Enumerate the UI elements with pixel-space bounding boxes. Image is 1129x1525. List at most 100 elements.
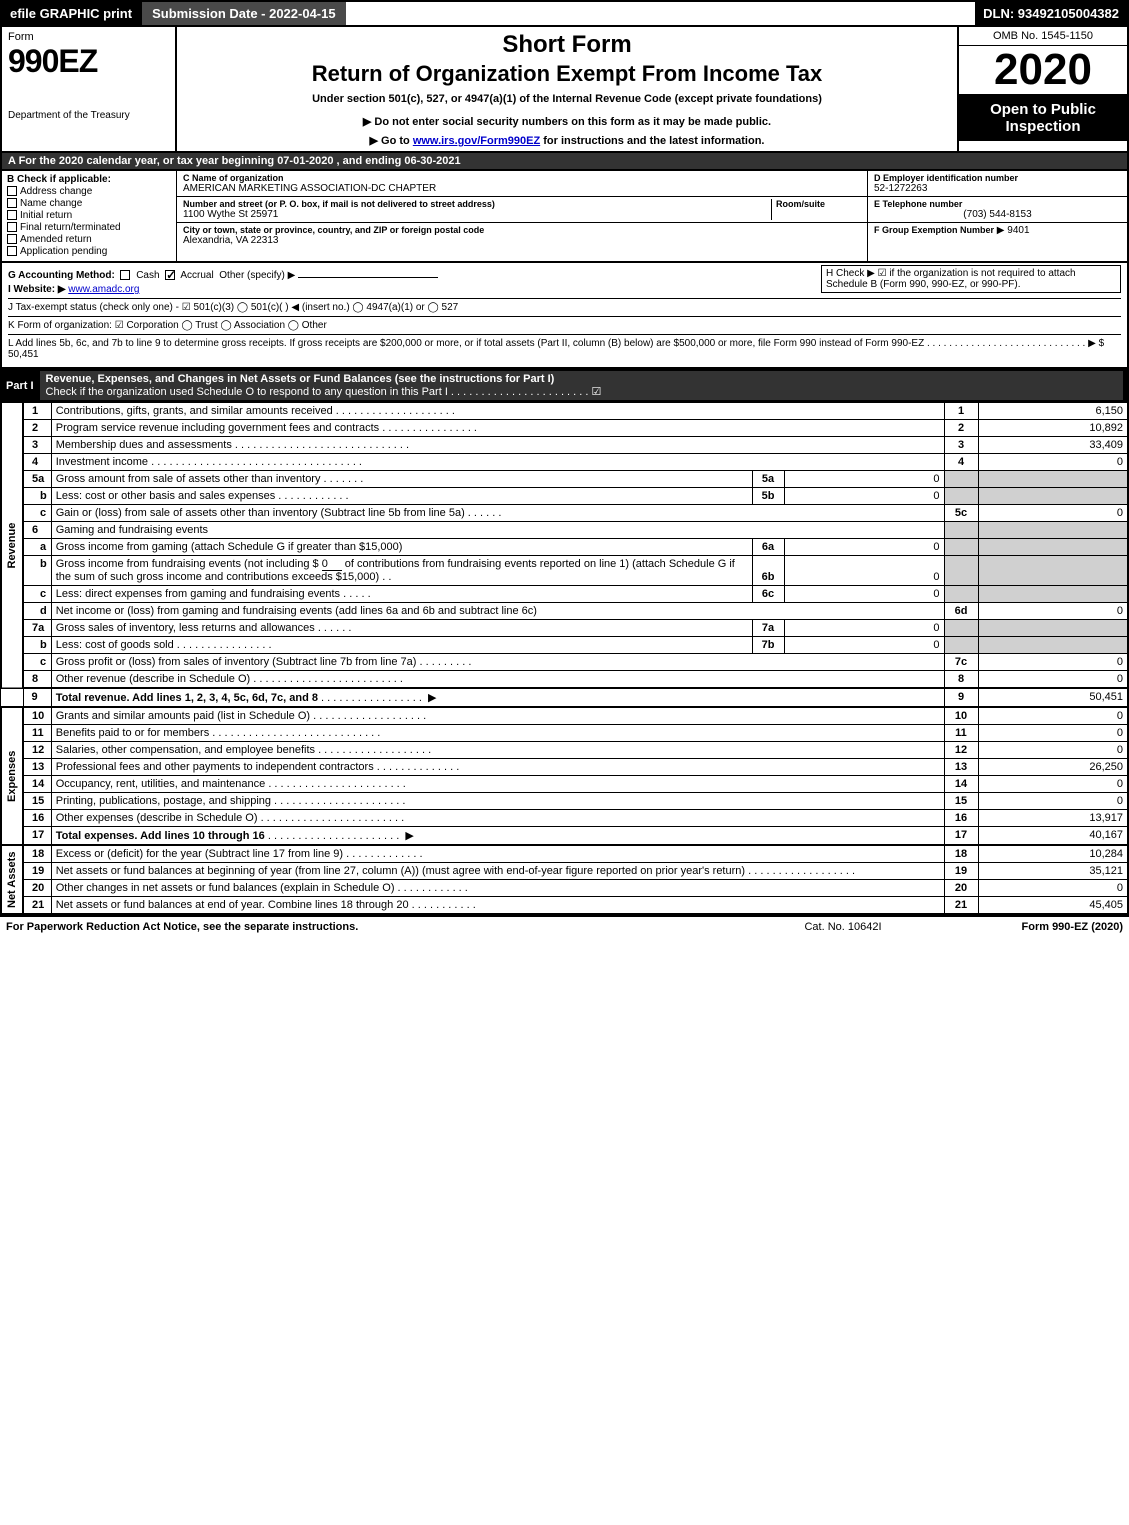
omb-number: OMB No. 1545-1150 [959,27,1127,46]
header-right: OMB No. 1545-1150 2020 Open to Public In… [957,27,1127,151]
line-18-rnum: 18 [944,845,978,863]
line-6d-rnum: 6d [944,603,978,620]
line-6b-rnum [944,556,978,586]
checkbox-final-return[interactable] [7,222,17,232]
box-b-title: B Check if applicable: [7,174,171,185]
org-info-block: B Check if applicable: Address change Na… [0,171,1129,263]
line-6a-desc: Gross income from gaming (attach Schedul… [56,541,403,553]
line-4-rnum: 4 [944,454,978,471]
line-j: J Tax-exempt status (check only one) - ☑… [8,298,1121,313]
line-19-desc: Net assets or fund balances at beginning… [56,865,745,877]
goto-link[interactable]: www.irs.gov/Form990EZ [413,135,540,147]
short-form-title: Short Form [183,31,951,59]
line-13-rnum: 13 [944,759,978,776]
netassets-side-label: Net Assets [1,845,23,914]
checkbox-cash[interactable] [120,270,130,280]
line-2-num: 2 [23,420,51,437]
box-h-text: H Check ▶ ☑ if the organization is not r… [826,268,1076,290]
line-7a-num: 7a [23,620,51,637]
line-21-rnum: 21 [944,897,978,915]
checkbox-application-pending[interactable] [7,246,17,256]
ein-label: D Employer identification number [874,173,1121,183]
line-6c-sub: 6c [752,586,784,603]
department-label: Department of the Treasury [8,110,169,121]
org-name: AMERICAN MARKETING ASSOCIATION-DC CHAPTE… [183,183,861,194]
form-word: Form [8,31,169,43]
line-17-num: 17 [23,827,51,846]
line-5c-num: c [23,505,51,522]
form-number: 990EZ [8,43,169,80]
line-15-num: 15 [23,793,51,810]
expenses-side-label: Expenses [1,707,23,845]
line-5a-rval [978,471,1128,488]
line-5b-num: b [23,488,51,505]
line-15-val: 0 [978,793,1128,810]
line-6c-rval [978,586,1128,603]
footer-right-pre: Form [1022,921,1053,933]
line-l: L Add lines 5b, 6c, and 7b to line 9 to … [8,334,1121,360]
line-8-desc: Other revenue (describe in Schedule O) [56,673,250,685]
line-17-desc: Total expenses. Add lines 10 through 16 [56,830,265,842]
block-g-through-l: H Check ▶ ☑ if the organization is not r… [0,263,1129,369]
line-6c-num: c [23,586,51,603]
line-19-rnum: 19 [944,863,978,880]
line-3-rnum: 3 [944,437,978,454]
line-18-desc: Excess or (deficit) for the year (Subtra… [56,848,343,860]
line-16-val: 13,917 [978,810,1128,827]
checkbox-initial-return[interactable] [7,210,17,220]
line-5a-sub: 5a [752,471,784,488]
l-text: L Add lines 5b, 6c, and 7b to line 9 to … [8,338,1104,349]
line-6-rval [978,522,1128,539]
line-6d-num: d [23,603,51,620]
line-20-num: 20 [23,880,51,897]
g-cash: Cash [136,270,159,281]
line-8-num: 8 [23,671,51,689]
line-6b-subval: 0 [784,556,944,586]
part-1-title: Revenue, Expenses, and Changes in Net As… [40,371,1123,400]
line-7a-subval: 0 [784,620,944,637]
label-amended-return: Amended return [20,234,92,245]
line-6b-num: b [23,556,51,586]
line-15-rnum: 15 [944,793,978,810]
checkbox-name-change[interactable] [7,198,17,208]
line-21-desc: Net assets or fund balances at end of ye… [56,899,409,911]
line-6-rnum [944,522,978,539]
box-h: H Check ▶ ☑ if the organization is not r… [821,265,1121,293]
line-6c-subval: 0 [784,586,944,603]
efile-label[interactable]: efile GRAPHIC print [2,2,140,25]
line-8-val: 0 [978,671,1128,689]
g-other-input[interactable] [298,277,438,278]
checkbox-address-change[interactable] [7,186,17,196]
line-7c-num: c [23,654,51,671]
checkbox-accrual[interactable] [165,270,175,280]
footer-right-bold: 990-EZ [1052,921,1088,933]
line-5a-desc: Gross amount from sale of assets other t… [56,473,321,485]
org-name-label: C Name of organization [183,173,861,183]
line-9-rnum: 9 [944,688,978,707]
line-6a-num: a [23,539,51,556]
checkbox-amended-return[interactable] [7,234,17,244]
box-b: B Check if applicable: Address change Na… [2,171,177,261]
line-7b-desc: Less: cost of goods sold [56,639,174,651]
line-6b-sub: 6b [752,556,784,586]
line-5a-subval: 0 [784,471,944,488]
line-5b-sub: 5b [752,488,784,505]
footer-right-post: (2020) [1088,921,1123,933]
topbar-spacer [346,2,976,25]
l-value: 50,451 [8,349,39,360]
website-link[interactable]: www.amadc.org [68,284,139,295]
line-3-val: 33,409 [978,437,1128,454]
line-2-val: 10,892 [978,420,1128,437]
line-13-num: 13 [23,759,51,776]
box-c: C Name of organization AMERICAN MARKETIN… [177,171,867,261]
line-16-num: 16 [23,810,51,827]
open-to-public: Open to Public Inspection [959,95,1127,141]
line-6a-sub: 6a [752,539,784,556]
form-header: Form 990EZ Department of the Treasury Sh… [0,27,1129,153]
line-9-val: 50,451 [978,688,1128,707]
g-other: Other (specify) ▶ [219,270,295,281]
top-bar: efile GRAPHIC print Submission Date - 20… [0,0,1129,27]
ein-value: 52-1272263 [874,183,1121,194]
phone-value: (703) 544-8153 [874,209,1121,220]
line-12-rnum: 12 [944,742,978,759]
